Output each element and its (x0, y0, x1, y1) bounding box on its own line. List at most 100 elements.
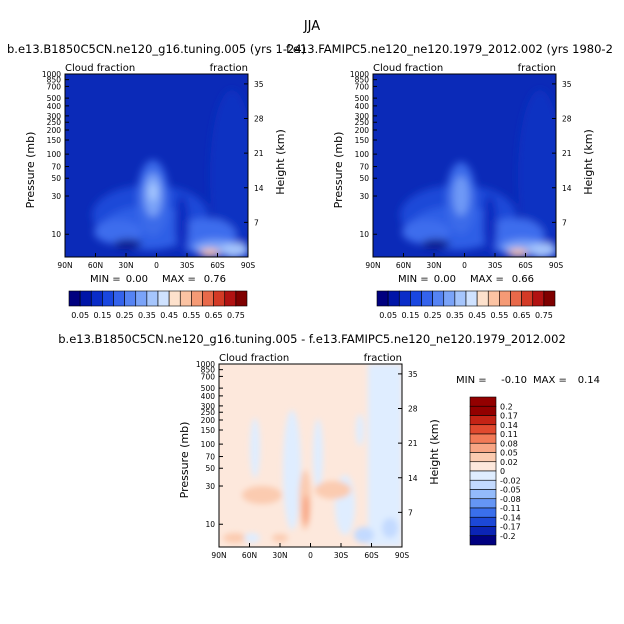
colorbar-label: 0.35 (446, 311, 464, 320)
latitude-tick-label: 30S (488, 261, 503, 270)
colorbar-label: 0.05 (379, 311, 397, 320)
panel-1-ticks: 1030507010015020025030040050070085010003… (42, 70, 264, 270)
panel-3-max-label: MAX = (533, 375, 567, 386)
pressure-tick-label: 50 (359, 174, 369, 183)
colorbar-swatch (469, 433, 497, 444)
colorbar-label: 0.25 (116, 311, 134, 320)
panel-3-ylabel-right: Height (km) (428, 419, 441, 485)
pressure-tick-label: 400 (355, 102, 370, 111)
colorbar-swatch (68, 290, 81, 307)
height-tick-label: 7 (408, 508, 413, 517)
height-tick-label: 35 (408, 370, 418, 379)
colorbar-swatch (443, 290, 456, 307)
colorbar-label: -0.08 (500, 495, 521, 504)
latitude-tick-label: 90N (57, 261, 72, 270)
pressure-tick-label: 30 (205, 482, 215, 491)
panel-title-diff: b.e13.B1850C5CN.ne120_g16.tuning.005 - f… (58, 332, 566, 346)
colorbar-label: 0.75 (227, 311, 245, 320)
colorbar-label: 0.25 (424, 311, 442, 320)
panel-2-max-label: MAX = (470, 274, 504, 285)
latitude-tick-label: 90S (241, 261, 256, 270)
latitude-tick-label: 0 (154, 261, 159, 270)
colorbar-swatch (387, 290, 400, 307)
colorbar-swatch (469, 516, 497, 527)
panel-1-max-label: MAX = (162, 274, 196, 285)
pressure-tick-label: 700 (47, 82, 62, 91)
pressure-tick-label: 300 (355, 112, 370, 121)
latitude-tick-label: 60N (396, 261, 411, 270)
pressure-tick-label: 1000 (350, 70, 369, 79)
colorbar-swatch (543, 290, 556, 307)
pressure-tick-label: 300 (201, 402, 216, 411)
colorbar-swatch (213, 290, 226, 307)
colorbar-label: -0.05 (500, 486, 521, 495)
pressure-tick-label: 1000 (42, 70, 61, 79)
colorbar-label: 0.75 (535, 311, 553, 320)
colorbar-right: 0.05 0.15 0.25 0.35 0.45 0.55 0.65 0.75 (376, 290, 556, 320)
colorbar-label: 0.11 (500, 430, 518, 439)
colorbar-label: -0.14 (500, 513, 521, 522)
colorbar-swatch (469, 396, 497, 407)
latitude-tick-label: 0 (308, 551, 313, 560)
panel-2-field (373, 74, 556, 257)
pressure-tick-label: 400 (47, 102, 62, 111)
colorbar-swatch (469, 489, 497, 500)
colorbar-swatch (202, 290, 214, 307)
height-tick-label: 14 (408, 474, 418, 483)
pressure-tick-label: 150 (201, 426, 216, 435)
pressure-tick-label: 850 (47, 76, 62, 85)
colorbar-swatch (469, 461, 497, 472)
panel-3-min-label: MIN = (456, 375, 487, 386)
colorbar-swatch (157, 290, 170, 307)
colorbar-label: 0.08 (500, 439, 518, 448)
colorbar-swatch (102, 290, 114, 307)
height-tick-label: 21 (562, 149, 572, 158)
pressure-tick-label: 850 (355, 76, 370, 85)
colorbar-label: 0.55 (490, 311, 508, 320)
pressure-tick-label: 500 (201, 384, 216, 393)
panel-3-title-left: Cloud fraction (219, 353, 289, 364)
pressure-tick-label: 400 (201, 392, 216, 401)
colorbar-label: 0.17 (500, 412, 518, 421)
latitude-tick-label: 90N (365, 261, 380, 270)
pressure-tick-label: 10 (205, 520, 215, 529)
colorbar-swatch (421, 290, 433, 307)
height-tick-label: 21 (254, 149, 264, 158)
panel-title-right: f.e13.FAMIPC5.ne120_ne120.1979_2012.002 … (286, 42, 613, 56)
pressure-tick-label: 300 (47, 112, 62, 121)
colorbar-swatch (90, 290, 103, 307)
pressure-tick-label: 10 (359, 230, 369, 239)
colorbar-label: 0.05 (71, 311, 89, 320)
panel-3-ylabel: Pressure (mb) (178, 422, 191, 499)
panel-3-ticks: 1030507010015020025030040050070085010003… (196, 360, 418, 560)
colorbar-label: 0.65 (513, 311, 531, 320)
pressure-tick-label: 500 (47, 94, 62, 103)
colorbar-swatch (398, 290, 411, 307)
colorbar-label: -0.2 (500, 532, 516, 541)
panel-3-field (219, 364, 402, 547)
latitude-tick-label: 90N (211, 551, 226, 560)
pressure-tick-label: 850 (201, 366, 216, 375)
colorbar-swatch (532, 290, 545, 307)
colorbar-label: 0.02 (500, 458, 518, 467)
colorbar-swatch (79, 290, 92, 307)
colorbar-swatch (469, 470, 497, 481)
colorbar-swatch (469, 535, 497, 546)
colorbar-label: -0.02 (500, 476, 521, 485)
colorbar-swatch (469, 452, 497, 463)
panel-2: Cloud fraction fraction Pressure (mb) He… (332, 63, 595, 285)
colorbar-swatch (465, 290, 478, 307)
panel-3-title-right: fraction (364, 353, 402, 364)
colorbar-swatch (469, 405, 497, 416)
latitude-tick-label: 60S (364, 551, 379, 560)
panel-2-max-value: 0.66 (512, 274, 534, 285)
height-tick-label: 14 (562, 184, 572, 193)
colorbar-swatch (469, 526, 497, 537)
height-tick-label: 28 (562, 115, 572, 124)
height-tick-label: 21 (408, 439, 418, 448)
pressure-tick-label: 200 (201, 416, 216, 425)
panel-1-min-value: 0.00 (126, 274, 148, 285)
panel-2-title-right: fraction (518, 63, 556, 74)
colorbar-swatch (469, 442, 497, 453)
panel-1-max-value: 0.76 (204, 274, 226, 285)
